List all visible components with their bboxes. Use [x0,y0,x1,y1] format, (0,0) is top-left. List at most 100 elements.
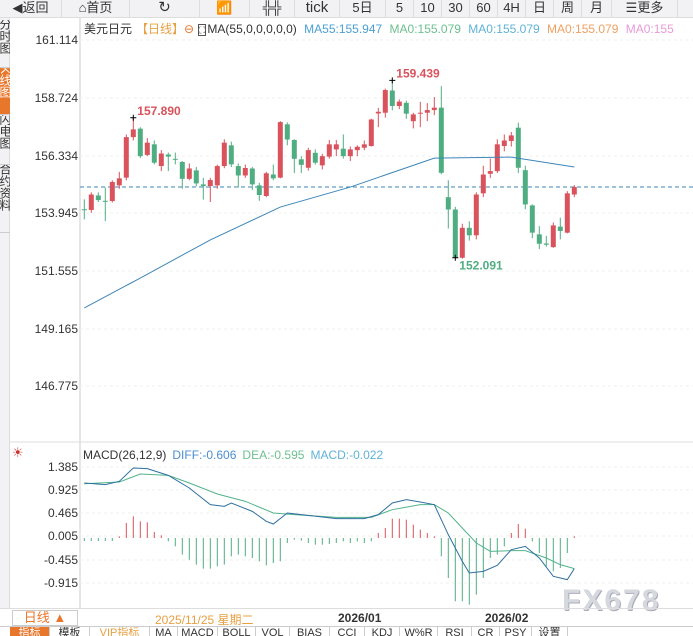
period-4h[interactable]: 4H [498,0,526,18]
period-day[interactable]: 日 [526,0,554,18]
period-tick[interactable]: tick [295,0,340,18]
macd-axis-label: -0.915 [43,576,78,590]
extreme-label: 159.439 [396,66,440,80]
candle [543,243,549,245]
top-toolbar: ◀返回 ⌂首页 ↻ 📶 ╬╬ tick 5日 5 10 30 60 4H 日 周… [0,0,693,18]
sidebar-tab-contract-info[interactable]: 合约资料 [0,165,10,233]
candle [109,181,115,202]
more-button[interactable]: ☰更多 [612,0,678,18]
candle [382,90,388,113]
dea-value: DEA:-0.595 [242,448,305,462]
period-5[interactable]: 5 [386,0,414,18]
sidebar-tab-kline[interactable]: K线图 [0,68,10,115]
period-10[interactable]: 10 [414,0,442,18]
indicator-tab[interactable]: RSI [438,627,472,636]
candle [151,144,157,163]
macd-axis-label: -0.455 [43,553,78,567]
period-60[interactable]: 60 [470,0,498,18]
candle [361,144,367,148]
candle [298,159,304,165]
home-button[interactable]: ⌂首页 [62,0,130,18]
candle [571,187,577,195]
indicator-tab[interactable]: MACD [178,627,218,636]
candlestick-button[interactable]: ╬╬ [250,0,295,18]
back-button[interactable]: ◀返回 [0,0,62,18]
sidebar-tab-flash[interactable]: 闪电图 [0,115,10,165]
price-axis-label: 149.165 [34,322,78,336]
period-5day[interactable]: 5日 [340,0,386,18]
back-arrow-icon: ◀ [12,0,23,15]
indicator-tab[interactable]: VOL [256,627,290,636]
candle [235,166,241,176]
candle [305,150,311,168]
period-week[interactable]: 周 [554,0,582,18]
candle [123,137,129,178]
candle [291,139,297,159]
indicator-tab[interactable]: W%R [400,627,438,636]
candle [319,156,325,166]
candle [214,166,220,186]
period-month[interactable]: 月 [582,0,612,18]
watermark: FX678 [562,584,661,617]
candle [452,209,458,258]
dea-line [84,473,575,570]
indicator-tab[interactable]: KDJ [365,627,400,636]
ma-value: MA55:155.947 [304,22,383,36]
indicator-tab[interactable]: CCI [330,627,365,636]
candle [256,185,262,196]
indicator-tab[interactable]: PSY [500,627,532,636]
indicator-icon[interactable]: ⛶ [198,24,207,36]
cursor-date: 2025/11/25 星期二 [155,613,254,627]
settings-icon[interactable]: ⊖ [184,22,195,36]
candle [88,194,94,210]
diff-line [84,467,575,581]
macd-axis-label: 0.925 [47,483,78,497]
macd-title: MACD(26,12,9) [83,448,167,462]
candle [354,146,360,151]
diff-value: DIFF:-0.606 [172,448,237,462]
candle [515,127,521,168]
candle [277,122,283,178]
price-axis-label: 158.724 [34,91,78,105]
indicator-tab[interactable]: BOLL [218,627,256,636]
candle [529,205,535,233]
indicator-tabs: 指标 模板 VIP指标 MA MACD BOLL VOL BIAS CCI KDJ W%R RSI CR… [0,626,693,636]
ma-value: MA0:155.079 [468,22,540,36]
candle [221,142,227,167]
sidebar-tab-timeshare[interactable]: 分时图 [0,20,10,68]
indicator-tab[interactable]: BIAS [290,627,330,636]
period-30[interactable]: 30 [442,0,470,18]
indicator-tab[interactable]: MA [150,627,178,636]
chart-header: 美元日元 【日线】⊖ ⛶ MA(55,0,0,0,0,0) MA55:155.947 … [84,20,678,37]
candle [333,144,339,150]
candle [445,197,451,210]
indicator-tab[interactable]: 设置 [532,627,568,636]
candle [312,152,318,163]
candle [438,107,444,173]
candle [557,226,563,231]
extreme-label: 157.890 [137,104,181,118]
candle [263,173,269,196]
candle [137,128,143,157]
candle [508,135,514,141]
macd-settings-icon[interactable]: ☀ [12,445,24,460]
price-axis-label: 151.555 [34,264,78,278]
extreme-marker [389,77,396,84]
extreme-label: 152.091 [459,259,503,273]
indicator-tab[interactable]: 模板 [50,627,90,636]
indicator-tab[interactable]: CR [472,627,500,636]
candle [536,234,542,244]
ma55-line [84,156,575,309]
candle [144,142,150,155]
refresh-button[interactable]: ↻ [130,0,200,18]
candle [550,225,556,248]
period-toggle-button[interactable]: 日线 ▲ [12,610,78,626]
symbol-name: 美元日元 [84,22,133,36]
indicator-button[interactable]: 📶 [200,0,250,18]
candle [501,140,507,147]
sidebar: 分时图 K线图 闪电图 合约资料 [0,18,10,608]
indicator-tab[interactable]: 指标 [10,627,50,636]
candle [95,195,101,201]
indicator-tab[interactable]: VIP指标 [90,627,150,636]
